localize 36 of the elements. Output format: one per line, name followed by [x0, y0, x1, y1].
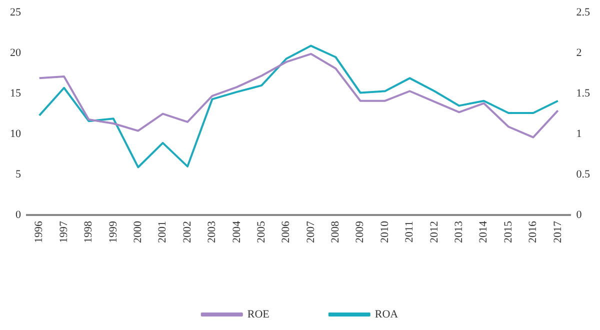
- x-tick-label: 1998: [82, 220, 95, 243]
- y2-tick-label: 2.5: [576, 6, 590, 18]
- x-tick-label: 1999: [107, 220, 120, 243]
- y-tick-label: 20: [10, 46, 22, 59]
- x-tick-label: 2005: [255, 220, 268, 243]
- y-tick-label: 0: [16, 208, 22, 221]
- x-tick-label: 2006: [280, 220, 292, 243]
- x-tick-label: 2013: [453, 220, 466, 243]
- x-tick-label: 2000: [132, 220, 144, 243]
- y-tick-label: 5: [16, 168, 22, 180]
- y-tick-label: 10: [10, 128, 22, 140]
- legend-label: ROE: [247, 308, 270, 320]
- y2-tick-label: 1: [576, 128, 582, 140]
- x-tick-label: 2017: [552, 220, 564, 243]
- x-tick-label: 2012: [428, 221, 440, 243]
- x-tick-label: 2007: [304, 220, 317, 243]
- y2-tick-label: 0: [576, 208, 582, 221]
- x-tick-label: 2016: [527, 220, 540, 243]
- y-tick-label: 15: [10, 87, 22, 100]
- x-tick-label: 2001: [156, 221, 169, 243]
- y-tick-label: 25: [10, 6, 22, 18]
- y2-tick-label: 0.5: [576, 168, 590, 180]
- x-tick-label: 2010: [378, 220, 391, 243]
- x-tick-label: 2002: [181, 221, 194, 243]
- x-tick-label: 2004: [230, 220, 243, 243]
- legend-label: ROA: [374, 308, 398, 320]
- y2-tick-label: 1.5: [576, 87, 590, 100]
- x-tick-label: 1997: [58, 220, 70, 243]
- y2-tick-label: 2: [576, 46, 582, 59]
- x-tick-label: 2008: [330, 220, 342, 243]
- x-tick-label: 2009: [354, 220, 366, 243]
- x-tick-label: 1996: [33, 220, 46, 243]
- x-tick-label: 2015: [502, 220, 514, 243]
- x-tick-label: 2003: [206, 220, 218, 243]
- x-tick-label: 2011: [404, 221, 416, 243]
- x-tick-label: 2014: [478, 220, 490, 243]
